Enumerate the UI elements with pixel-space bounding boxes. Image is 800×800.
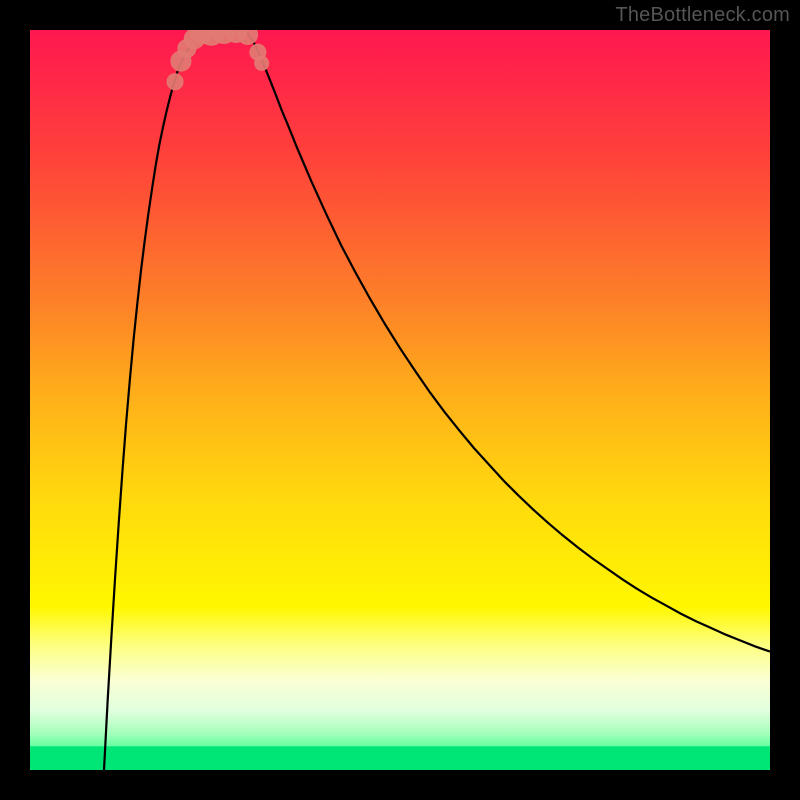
watermark-text: TheBottleneck.com (615, 4, 790, 27)
good-zone-band (30, 746, 770, 770)
marker-dot (167, 74, 183, 90)
chart-svg (30, 30, 770, 770)
chart-background (30, 30, 770, 770)
marker-dot (255, 56, 269, 70)
